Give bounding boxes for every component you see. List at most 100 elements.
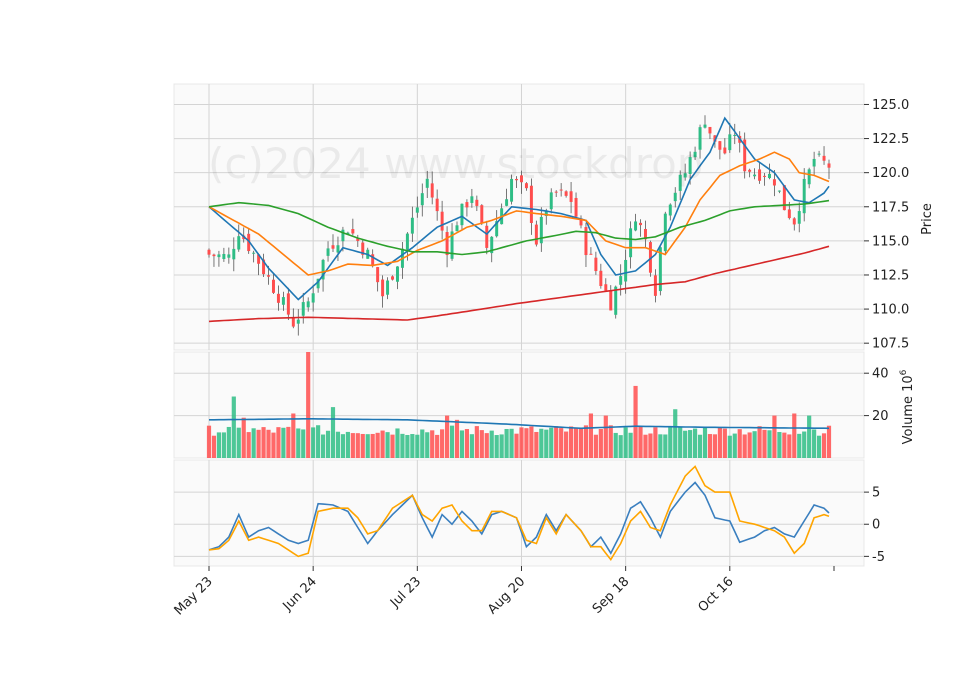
volume-bar [583, 425, 589, 458]
volume-bar [826, 425, 832, 458]
candle-body [450, 231, 454, 259]
volume-bar [802, 431, 807, 458]
volume-bar [360, 433, 365, 458]
candle-body [753, 174, 757, 177]
candle-body [534, 224, 538, 245]
volume-bar [628, 432, 633, 458]
candle-body [276, 293, 280, 303]
volume-bar [504, 428, 509, 458]
candle-body [698, 127, 702, 150]
volume-bar [683, 430, 688, 458]
volume-bar [767, 430, 772, 458]
volume-bar [564, 431, 569, 458]
candle-body [222, 253, 226, 260]
candle-body [371, 254, 375, 267]
volume-bar [380, 430, 385, 458]
volume-bar [603, 415, 608, 458]
volume-bar [797, 433, 802, 458]
volume-bar [306, 352, 311, 458]
candle-body [217, 254, 221, 258]
volume-bar [271, 432, 276, 458]
candle-body [639, 222, 643, 226]
macd-series-line-1 [208, 465, 830, 562]
candle-body [713, 135, 717, 142]
volume-bar [311, 427, 316, 458]
watermark: (c)2024 www.stockdrop [208, 139, 703, 188]
price-ytick-label: 125.0 [872, 98, 909, 113]
candle-body [515, 178, 519, 181]
volume-bar [519, 427, 524, 458]
volume-bar [281, 427, 286, 458]
candle-body [341, 229, 345, 242]
candle-body [415, 207, 419, 213]
candle-body [683, 173, 687, 178]
volume-bar [678, 427, 683, 458]
volume-bar [405, 434, 410, 458]
volume-bar [365, 434, 370, 458]
volume-bar [444, 415, 450, 458]
candle-body [291, 317, 295, 327]
price-ytick-label: 107.5 [872, 337, 909, 352]
macd-ytick-label: 0 [872, 518, 880, 533]
price-ma-series-line-3 [208, 245, 830, 323]
candle-body [232, 248, 236, 260]
volume-bar [613, 432, 618, 458]
volume-bar [673, 409, 678, 458]
volume-bar [236, 427, 241, 458]
candle-body [252, 252, 256, 254]
volume-bar [653, 427, 658, 458]
candle-body [767, 173, 771, 179]
volume-bar [251, 428, 256, 458]
volume-bar [410, 434, 415, 458]
volume-bar [316, 425, 321, 458]
price-ma-series-line-1 [208, 151, 830, 276]
volume-bar [420, 429, 425, 458]
volume-bar [807, 415, 812, 458]
candle-body [802, 178, 806, 214]
volume-bar [454, 419, 460, 458]
candle-body [787, 209, 791, 219]
volume-bar [509, 428, 514, 458]
volume-bar [395, 428, 400, 458]
candle-body [281, 297, 285, 305]
candle-body [207, 249, 211, 255]
volume-bar [355, 433, 360, 458]
macd-panel-background [173, 459, 865, 567]
volume-bar [816, 435, 822, 458]
volume-bar [539, 428, 544, 458]
volume-bar [211, 435, 217, 458]
volume-bar [593, 434, 598, 458]
candle-body [529, 185, 533, 223]
candle-body [267, 275, 271, 277]
candle-body [574, 197, 578, 217]
candle-body [480, 205, 484, 224]
volume-bar [226, 426, 231, 458]
volume-bar [350, 433, 355, 458]
volume-bar [335, 431, 341, 458]
price-ma-series-line-0 [208, 116, 830, 301]
volume-bar [449, 425, 455, 458]
candle-body [584, 227, 588, 256]
price-ytick-label: 115.0 [872, 234, 909, 249]
volume-bar [330, 407, 336, 458]
candle-body [386, 280, 390, 295]
volume-bar [598, 428, 603, 458]
candle-body [351, 229, 355, 234]
volume-bar [554, 426, 559, 458]
candle-body [227, 254, 231, 258]
x-tick-label: Oct 16 [696, 574, 737, 615]
candle-body [688, 157, 692, 174]
volume-bar [762, 429, 767, 458]
volume-bar [777, 432, 782, 458]
candle-body [579, 218, 583, 226]
x-tick-label: May 23 [172, 574, 216, 618]
volume-bar [301, 429, 306, 458]
candle-body [356, 238, 360, 241]
volume-bar [588, 413, 594, 458]
candle-body [817, 153, 821, 155]
candle-body [490, 236, 494, 254]
volume-bar [390, 434, 395, 458]
volume-ytick-label: 20 [872, 409, 889, 424]
candle-body [445, 232, 449, 256]
x-tick-label: Aug 20 [485, 574, 528, 617]
